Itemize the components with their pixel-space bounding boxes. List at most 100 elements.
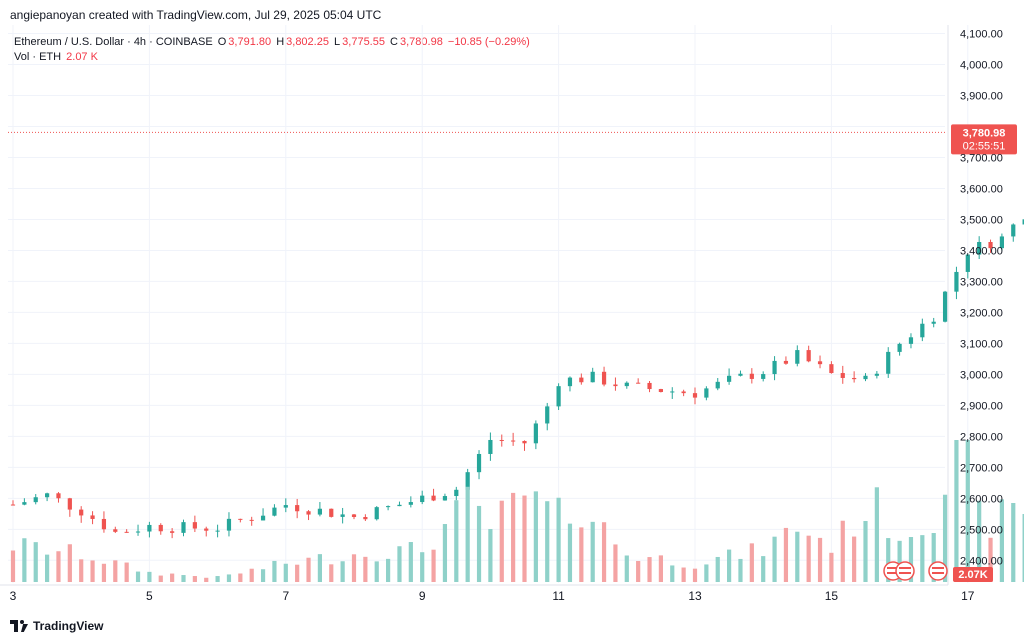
candle-body[interactable] xyxy=(56,493,61,499)
candle-body[interactable] xyxy=(135,531,141,533)
candle-body[interactable] xyxy=(613,384,618,387)
candle-body[interactable] xyxy=(386,506,391,508)
candle-body[interactable] xyxy=(624,382,629,387)
candle-body[interactable] xyxy=(886,351,891,374)
candle-body[interactable] xyxy=(772,360,777,375)
candle-body[interactable] xyxy=(363,517,368,520)
symbol-title[interactable]: Ethereum / U.S. Dollar · 4h · COINBASE xyxy=(14,36,213,48)
volume-bar xyxy=(476,505,482,582)
candle-body[interactable] xyxy=(829,364,834,374)
candle-body[interactable] xyxy=(79,509,84,516)
candle-body[interactable] xyxy=(10,504,16,506)
candle-body[interactable] xyxy=(522,440,527,444)
candle-body[interactable] xyxy=(295,505,300,512)
candle-body[interactable] xyxy=(113,529,118,532)
candle-body[interactable] xyxy=(306,511,311,515)
candle-body[interactable] xyxy=(283,505,288,508)
candle-body[interactable] xyxy=(408,502,413,505)
volume-bar xyxy=(499,500,504,582)
candle-body[interactable] xyxy=(22,502,27,505)
candle-body[interactable] xyxy=(374,507,379,520)
tradingview-footer[interactable]: TradingView xyxy=(10,619,103,633)
candle-body[interactable] xyxy=(806,350,811,362)
candle-body[interactable] xyxy=(545,406,550,424)
candle-body[interactable] xyxy=(761,374,766,379)
us-flag-event-icon[interactable] xyxy=(928,561,948,581)
candle-body[interactable] xyxy=(147,524,152,532)
candle-body[interactable] xyxy=(965,254,970,272)
us-flag-event-icon[interactable] xyxy=(895,561,915,581)
candle-body[interactable] xyxy=(977,242,982,255)
candle-body[interactable] xyxy=(954,271,959,292)
candle-body[interactable] xyxy=(908,337,914,344)
candle-body[interactable] xyxy=(692,393,698,398)
candle-body[interactable] xyxy=(567,377,573,387)
candle-body[interactable] xyxy=(260,515,266,521)
us-flag-event-icon-stripe xyxy=(932,572,944,574)
candle-body[interactable] xyxy=(852,377,857,380)
candle-body[interactable] xyxy=(192,522,197,529)
candle-body[interactable] xyxy=(488,439,493,454)
candle-body[interactable] xyxy=(454,489,459,497)
candle-body[interactable] xyxy=(647,382,652,390)
candle-body[interactable] xyxy=(238,518,243,520)
candle-body[interactable] xyxy=(636,382,641,384)
candle-body[interactable] xyxy=(874,373,879,376)
candle-body[interactable] xyxy=(727,375,732,382)
candle-body[interactable] xyxy=(817,361,823,365)
candle-body[interactable] xyxy=(272,507,277,516)
candle-body[interactable] xyxy=(499,439,504,441)
candle-body[interactable] xyxy=(67,498,72,510)
candle-body[interactable] xyxy=(45,493,50,498)
candle-body[interactable] xyxy=(749,373,754,379)
candle-body[interactable] xyxy=(204,528,209,531)
candle-body[interactable] xyxy=(329,508,334,517)
candle-body[interactable] xyxy=(351,514,357,518)
candle-body[interactable] xyxy=(556,386,561,407)
candle-body[interactable] xyxy=(317,508,322,515)
candle-body[interactable] xyxy=(920,323,925,338)
candle-body[interactable] xyxy=(999,236,1004,249)
candle-body[interactable] xyxy=(670,391,675,393)
candle-body[interactable] xyxy=(476,453,482,473)
candle-body[interactable] xyxy=(931,321,936,324)
candle-body[interactable] xyxy=(715,381,720,389)
candle-body[interactable] xyxy=(897,343,902,352)
candle-body[interactable] xyxy=(840,373,845,378)
candle-body[interactable] xyxy=(863,375,868,380)
candle-body[interactable] xyxy=(658,389,663,392)
candle-body[interactable] xyxy=(783,360,789,364)
candle-body[interactable] xyxy=(511,440,516,442)
candle-body[interactable] xyxy=(704,388,709,398)
candle-body[interactable] xyxy=(431,495,436,501)
candle-body[interactable] xyxy=(226,518,232,531)
candle-body[interactable] xyxy=(795,350,800,364)
candle-body[interactable] xyxy=(442,496,448,501)
candle-body[interactable] xyxy=(124,531,129,533)
candle-body[interactable] xyxy=(181,522,186,533)
candle-body[interactable] xyxy=(988,242,993,249)
candle-body[interactable] xyxy=(170,531,175,533)
volume-label[interactable]: Vol · ETH xyxy=(14,51,62,63)
candle-body[interactable] xyxy=(1022,219,1024,225)
candle-body[interactable] xyxy=(942,291,948,322)
candle-body[interactable] xyxy=(601,371,607,385)
candle-body[interactable] xyxy=(397,504,402,507)
candle-body[interactable] xyxy=(340,514,345,517)
candle-body[interactable] xyxy=(90,515,95,519)
candle-body[interactable] xyxy=(533,423,538,444)
candle-body[interactable] xyxy=(215,530,220,532)
candle-body[interactable] xyxy=(681,391,686,394)
candle-body[interactable] xyxy=(1011,224,1016,237)
candle-body[interactable] xyxy=(420,495,425,503)
candle-body[interactable] xyxy=(590,371,595,383)
candle-body[interactable] xyxy=(465,472,470,490)
candle-body[interactable] xyxy=(33,497,38,503)
volume-bar xyxy=(977,500,982,582)
candle-body[interactable] xyxy=(579,377,584,383)
candle-body[interactable] xyxy=(738,373,743,376)
candle-body[interactable] xyxy=(101,518,107,530)
candle-body[interactable] xyxy=(158,524,163,532)
candle-body[interactable] xyxy=(249,519,254,521)
